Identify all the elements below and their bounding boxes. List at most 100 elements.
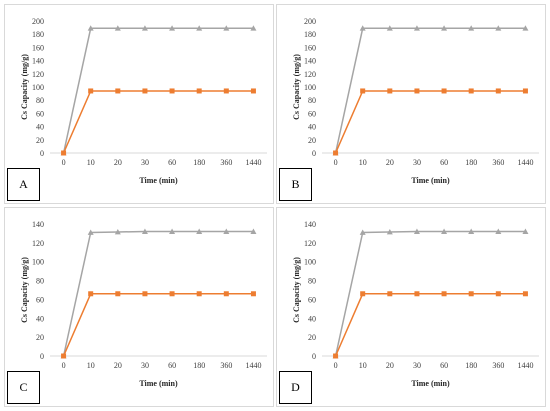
data-point-square bbox=[522, 291, 528, 297]
x-axis-title: Time (min) bbox=[411, 379, 450, 388]
y-tick-label: 0 bbox=[312, 149, 316, 158]
data-point-square bbox=[169, 291, 175, 297]
x-tick-label: 10 bbox=[87, 158, 95, 167]
data-point-square bbox=[115, 291, 121, 297]
panel-label-a: A bbox=[7, 168, 40, 201]
data-point-square bbox=[196, 88, 202, 94]
data-point-square bbox=[360, 88, 366, 94]
data-point-square bbox=[115, 88, 121, 94]
y-tick-label: 140 bbox=[32, 220, 44, 229]
y-tick-label: 20 bbox=[36, 136, 44, 145]
x-tick-label: 0 bbox=[334, 361, 338, 370]
series-line-triangle bbox=[334, 230, 526, 357]
data-point-triangle bbox=[441, 25, 448, 31]
x-tick-label: 10 bbox=[359, 361, 367, 370]
y-tick-label: 40 bbox=[36, 123, 44, 132]
y-tick-label: 20 bbox=[308, 136, 316, 145]
x-tick-label: 20 bbox=[386, 361, 394, 370]
x-tick-label: 180 bbox=[193, 361, 205, 370]
x-tick-label: 1440 bbox=[245, 361, 261, 370]
series-line-square bbox=[334, 293, 526, 357]
data-point-triangle bbox=[141, 25, 148, 31]
x-tick-label: 180 bbox=[465, 361, 477, 370]
y-axis-title: Cs Capacity (mg/g) bbox=[292, 257, 301, 323]
y-tick-label: 40 bbox=[308, 123, 316, 132]
y-axis-title: Cs Capacity (mg/g) bbox=[292, 54, 301, 120]
data-point-square bbox=[333, 353, 339, 359]
y-tick-label: 0 bbox=[40, 149, 44, 158]
data-point-triangle bbox=[522, 25, 529, 31]
data-point-triangle bbox=[250, 25, 257, 31]
y-axis-title: Cs Capacity (mg/g) bbox=[20, 54, 29, 120]
x-tick-label: 360 bbox=[492, 361, 504, 370]
data-point-square bbox=[223, 291, 229, 297]
y-tick-label: 80 bbox=[36, 96, 44, 105]
data-point-square bbox=[250, 291, 256, 297]
y-tick-label: 140 bbox=[304, 57, 316, 66]
y-tick-label: 0 bbox=[312, 352, 316, 361]
chart-panel-b: 0 20 40 60 80 100 120 140 160 180 200 0 10 20 30 60 180 3… bbox=[276, 4, 546, 204]
data-point-square bbox=[441, 88, 447, 94]
data-point-triangle bbox=[250, 228, 257, 234]
line-chart-c: 0 20 40 60 80 100 120 140 0 10 20 30 60 180 360 1440 Tim… bbox=[20, 220, 267, 388]
series-line-triangle bbox=[334, 27, 526, 154]
data-point-square bbox=[495, 88, 501, 94]
y-tick-label: 120 bbox=[304, 70, 316, 79]
y-tick-label: 0 bbox=[40, 352, 44, 361]
y-tick-label: 100 bbox=[304, 258, 316, 267]
y-tick-label: 180 bbox=[304, 30, 316, 39]
x-tick-label: 60 bbox=[440, 361, 448, 370]
x-tick-label: 60 bbox=[440, 158, 448, 167]
y-tick-label: 20 bbox=[308, 333, 316, 342]
x-axis-title: Time (min) bbox=[411, 176, 450, 185]
x-axis-title: Time (min) bbox=[139, 379, 178, 388]
data-point-square bbox=[88, 88, 94, 94]
x-tick-label: 30 bbox=[141, 158, 149, 167]
data-point-square bbox=[468, 88, 474, 94]
data-point-triangle bbox=[114, 229, 121, 235]
x-tick-label: 180 bbox=[465, 158, 477, 167]
y-tick-label: 60 bbox=[308, 295, 316, 304]
data-point-triangle bbox=[495, 25, 502, 31]
y-tick-label: 40 bbox=[308, 314, 316, 323]
x-tick-label: 10 bbox=[87, 361, 95, 370]
data-point-square bbox=[441, 291, 447, 297]
y-tick-label: 160 bbox=[304, 43, 316, 52]
data-point-triangle bbox=[196, 228, 203, 234]
data-point-square bbox=[142, 88, 148, 94]
data-point-triangle bbox=[196, 25, 203, 31]
y-tick-label: 20 bbox=[36, 333, 44, 342]
x-tick-label: 360 bbox=[220, 361, 232, 370]
data-point-square bbox=[360, 291, 366, 297]
y-tick-label: 120 bbox=[32, 239, 44, 248]
data-point-square bbox=[333, 150, 339, 156]
data-point-triangle bbox=[522, 228, 529, 234]
series-line-triangle bbox=[62, 27, 254, 154]
data-point-square bbox=[414, 88, 420, 94]
data-point-triangle bbox=[141, 228, 148, 234]
y-tick-label: 200 bbox=[304, 17, 316, 26]
y-tick-label: 140 bbox=[304, 220, 316, 229]
data-point-triangle bbox=[169, 25, 176, 31]
x-tick-label: 30 bbox=[413, 158, 421, 167]
panel-label-d: D bbox=[279, 371, 312, 404]
data-point-triangle bbox=[359, 229, 366, 235]
chart-panel-a: 0 20 40 60 80 100 120 140 160 180 200 0 10 20 30 60 180 3… bbox=[4, 4, 274, 204]
series-line-square bbox=[334, 90, 526, 154]
data-point-triangle bbox=[441, 228, 448, 234]
data-point-square bbox=[387, 88, 393, 94]
y-tick-label: 80 bbox=[36, 277, 44, 286]
y-tick-label: 120 bbox=[32, 70, 44, 79]
x-tick-label: 60 bbox=[168, 361, 176, 370]
data-point-triangle bbox=[223, 25, 230, 31]
data-point-triangle bbox=[169, 228, 176, 234]
data-point-triangle bbox=[495, 228, 502, 234]
series-line-square bbox=[62, 293, 254, 357]
x-tick-label: 360 bbox=[220, 158, 232, 167]
line-chart-b: 0 20 40 60 80 100 120 140 160 180 200 0 10 20 30 60 180 3… bbox=[292, 17, 539, 185]
x-tick-label: 30 bbox=[141, 361, 149, 370]
y-tick-label: 80 bbox=[308, 96, 316, 105]
y-tick-label: 40 bbox=[36, 314, 44, 323]
x-tick-label: 10 bbox=[359, 158, 367, 167]
x-tick-label: 20 bbox=[114, 158, 122, 167]
